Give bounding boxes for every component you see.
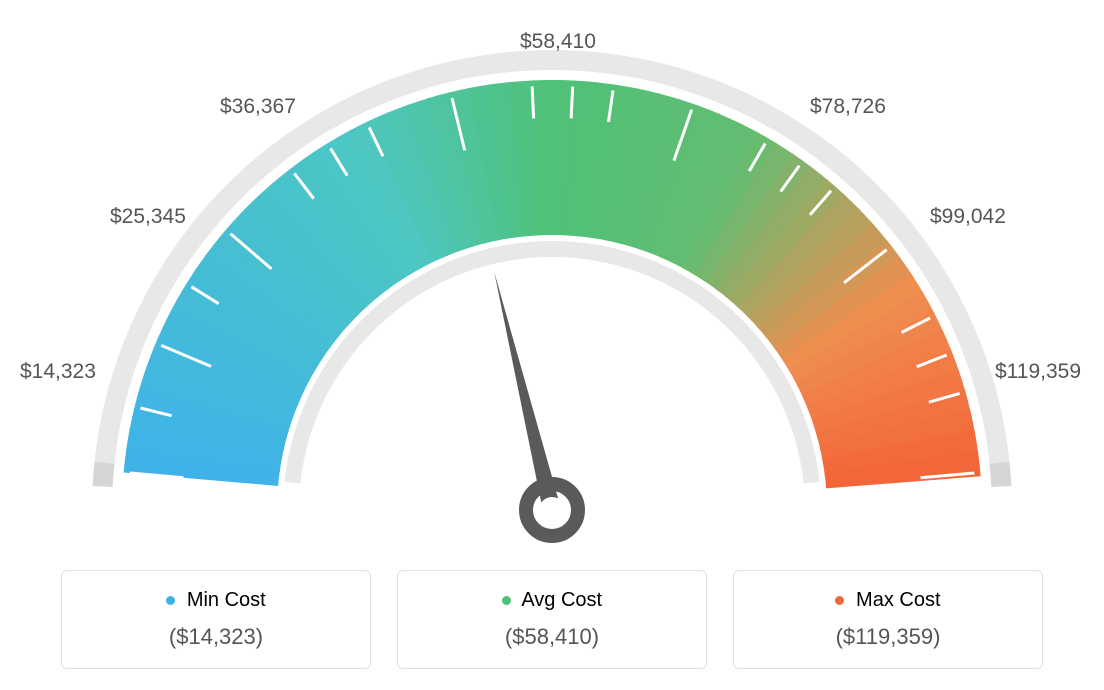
legend-value-avg: ($58,410) [408,624,696,650]
legend-title-max: Max Cost [744,589,1032,612]
legend-card-avg: Avg Cost ($58,410) [397,570,707,669]
legend-title-avg-text: Avg Cost [521,589,602,611]
legend-value-min: ($14,323) [72,624,360,650]
legend-title-max-text: Max Cost [856,589,940,611]
legend-value-max: ($119,359) [744,624,1032,650]
legend-card-min: Min Cost ($14,323) [61,570,371,669]
gauge-tick-label: $58,410 [520,30,596,54]
legend-title-min: Min Cost [72,589,360,612]
gauge-svg [20,20,1084,560]
dot-avg [502,596,511,605]
gauge-tick-label: $14,323 [20,360,96,384]
gauge-tick-label: $99,042 [930,205,1006,229]
gauge-tick-label: $78,726 [810,95,886,119]
legend-row: Min Cost ($14,323) Avg Cost ($58,410) Ma… [20,570,1084,669]
legend-card-max: Max Cost ($119,359) [733,570,1043,669]
legend-title-avg: Avg Cost [408,589,696,612]
dot-max [835,596,844,605]
legend-title-min-text: Min Cost [187,589,266,611]
gauge-tick-label: $36,367 [220,95,296,119]
gauge-chart: $14,323 $25,345 $36,367 $58,410 $78,726 $99,0… [20,20,1084,560]
gauge-tick-label: $25,345 [110,205,186,229]
gauge-tick-label: $119,359 [995,360,1081,384]
dot-min [166,596,175,605]
